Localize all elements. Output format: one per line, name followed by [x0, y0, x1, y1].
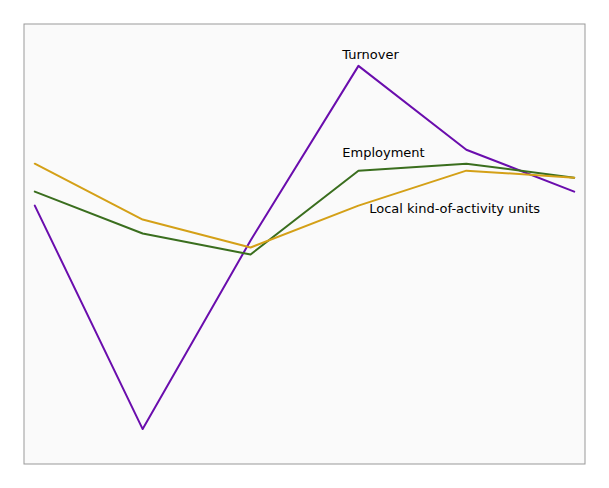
lines-group — [35, 66, 574, 429]
plot-frame — [24, 24, 585, 464]
annotations-group: Turnover Employment Local kind-of-activity… — [341, 47, 540, 216]
series-line — [35, 164, 574, 248]
chart-container: Turnover Employment Local kind-of-activity… — [0, 0, 609, 488]
annotation: Local kind-of-activity units — [369, 201, 540, 216]
annotation: Employment — [342, 145, 424, 160]
chart-svg: Turnover Employment Local kind-of-activity… — [0, 0, 609, 488]
annotation: Turnover — [341, 47, 399, 62]
series-line — [35, 164, 574, 255]
series-line — [35, 66, 574, 429]
